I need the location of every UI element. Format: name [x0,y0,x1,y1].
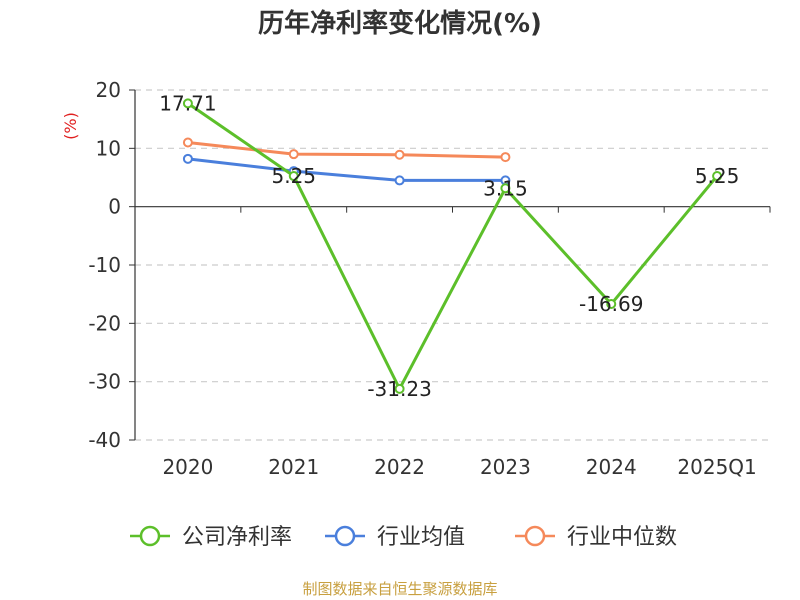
data-label: 5.25 [695,164,740,188]
y-tick-label: -40 [88,428,121,452]
data-point [288,171,299,182]
x-tick-label: 2023 [480,455,531,479]
legend-label: 行业中位数 [567,525,677,550]
grid [135,89,770,441]
data-label: 5.25 [271,164,316,188]
tick-labels: 20 10 0 -10 -20 -30 -40 2020 2021 2022 2023 2024 202… [88,78,756,479]
data-label: -31.23 [367,377,431,401]
data-point [394,149,405,160]
source-note: 制图数据来自恒生聚源数据库 [302,580,497,598]
data-label: 3.15 [483,176,528,200]
legend: 公司净利率 行业均值 行业中位数 [130,525,677,550]
legend-marker [334,525,356,547]
data-point [182,137,193,148]
y-axis-label: (%) [61,112,80,140]
data-point [394,383,405,394]
y-tick-label: 10 [96,136,121,160]
y-tick-label: -10 [88,253,121,277]
x-tick-label: 2021 [268,455,319,479]
data-point [712,171,723,182]
data-point [394,175,405,186]
legend-marker [524,525,546,547]
y-tick-label: -30 [88,370,121,394]
x-tick-label: 2024 [586,455,637,479]
data-label: -16.69 [579,292,643,316]
series-line [187,102,719,391]
y-tick-label: -20 [88,311,121,335]
data-labels: 17.71 5.25 -31.23 3.15 -16.69 5.25 [159,91,739,400]
x-tick-label: 2022 [374,455,425,479]
y-tick-label: 0 [108,195,121,219]
legend-label: 行业均值 [377,525,465,550]
data-point [182,153,193,164]
y-tick-label: 20 [96,78,121,102]
data-point [500,152,511,163]
legend-label: 公司净利率 [182,525,292,550]
data-point [182,98,193,109]
data-label: 17.71 [159,91,216,115]
data-point [606,299,617,310]
series-line [187,141,506,159]
data-point [500,183,511,194]
x-tick-label: 2025Q1 [677,455,756,479]
series-group [182,98,723,394]
series-line [187,157,506,182]
chart-title: 历年净利率变化情况(%) [258,8,542,39]
data-point [288,149,299,160]
legend-marker [139,525,161,547]
x-tick-label: 2020 [162,455,213,479]
axes [129,89,771,441]
